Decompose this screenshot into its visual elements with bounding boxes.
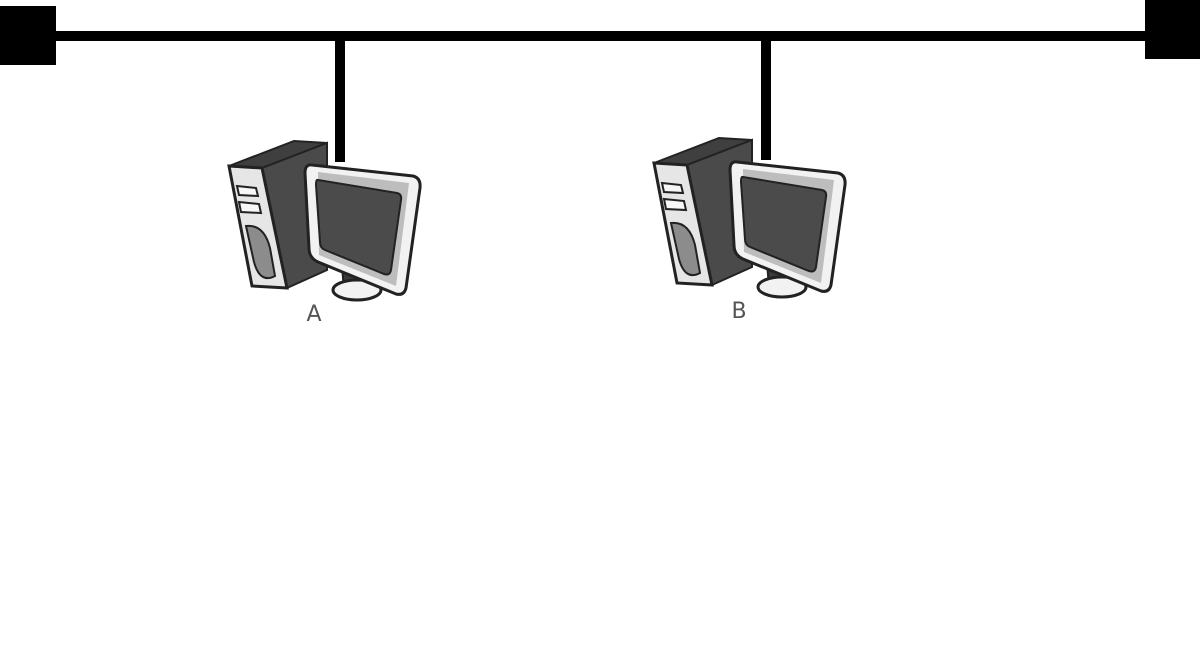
node-b-label: B xyxy=(731,299,746,324)
desktop-computer-icon xyxy=(652,136,847,299)
node-b[interactable]: B xyxy=(652,136,847,324)
bus-backbone-line xyxy=(55,31,1147,41)
node-a[interactable]: A xyxy=(227,139,422,327)
drop-line-b xyxy=(761,40,771,160)
left-terminator xyxy=(0,6,56,65)
desktop-computer-icon xyxy=(227,139,422,302)
right-terminator xyxy=(1145,0,1200,59)
drop-line-a xyxy=(335,40,345,162)
node-a-label: A xyxy=(306,302,321,327)
